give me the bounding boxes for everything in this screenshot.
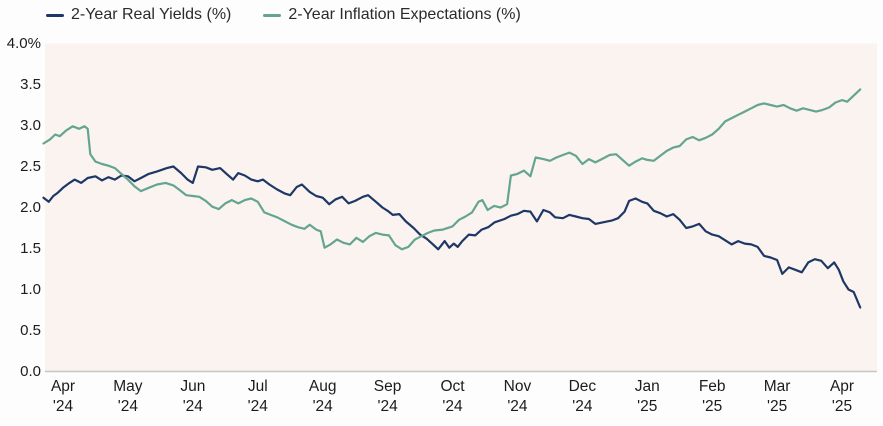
x-tick-month: Jan xyxy=(634,378,660,395)
x-tick-month: Nov xyxy=(503,378,532,395)
x-tick-year: '25 xyxy=(637,398,658,415)
x-tick-label: Jun '24 xyxy=(163,377,223,417)
inflation-expectations-line xyxy=(42,88,862,251)
x-tick-label: Jul '24 xyxy=(228,377,288,417)
x-tick-year: '25 xyxy=(831,398,853,415)
x-tick-month: Dec xyxy=(568,378,597,395)
x-tick-month: Aug xyxy=(308,378,337,395)
x-tick-year: '25 xyxy=(702,398,723,415)
y-tick-label: 3.5 xyxy=(20,75,41,93)
x-tick-label: Mar '25 xyxy=(747,377,807,417)
y-tick-label: 0.5 xyxy=(20,321,41,339)
legend-label-inflation-expectations: 2-Year Inflation Expectations (%) xyxy=(288,6,521,23)
x-tick-label: Dec '24 xyxy=(552,377,612,417)
y-tick-label: 0.0 xyxy=(20,362,41,380)
legend: 2-Year Real Yields (%) 2-Year Inflation … xyxy=(46,6,521,24)
x-tick-month: Apr xyxy=(50,378,76,395)
y-tick-label: 2.5 xyxy=(20,157,41,175)
x-tick-month: Sep xyxy=(373,378,402,395)
x-tick-label: Feb '25 xyxy=(682,377,742,417)
legend-label-real-yields: 2-Year Real Yields (%) xyxy=(71,6,232,23)
x-tick-month: Jul xyxy=(247,378,268,395)
x-tick-label: Apr '25 xyxy=(812,377,872,417)
x-tick-month: May xyxy=(113,378,143,395)
x-tick-month: Mar xyxy=(763,378,791,395)
inflation-expectations-swatch-icon xyxy=(263,13,282,17)
y-tick-label: 4.0% xyxy=(6,34,41,52)
x-tick-month: Oct xyxy=(440,378,465,395)
x-tick-label: Jan '25 xyxy=(617,377,677,417)
x-tick-year: '24 xyxy=(247,398,268,415)
x-tick-label: Oct '24 xyxy=(423,377,483,417)
legend-item-inflation-expectations: 2-Year Inflation Expectations (%) xyxy=(263,6,521,24)
x-tick-month: Feb xyxy=(698,378,726,395)
x-tick-label: Aug '24 xyxy=(293,377,353,417)
x-tick-year: '24 xyxy=(52,398,74,415)
x-tick-year: '24 xyxy=(117,398,138,415)
x-tick-year: '24 xyxy=(572,398,593,415)
x-tick-year: '24 xyxy=(182,398,203,415)
x-tick-year: '24 xyxy=(312,398,333,415)
x-tick-year: '24 xyxy=(442,398,463,415)
real-yields-swatch-icon xyxy=(46,13,64,17)
x-tick-year: '25 xyxy=(767,398,788,415)
plot-area xyxy=(45,43,877,372)
y-tick-label: 1.5 xyxy=(20,239,41,257)
y-tick-label: 3.0 xyxy=(20,116,41,134)
x-tick-label: Sep '24 xyxy=(358,377,418,417)
x-tick-month: Apr xyxy=(829,378,855,395)
x-tick-label: Nov '24 xyxy=(487,377,547,417)
x-tick-label: May '24 xyxy=(98,377,158,417)
x-tick-year: '24 xyxy=(507,398,528,415)
x-tick-year: '24 xyxy=(377,398,398,415)
y-tick-label: 2.0 xyxy=(20,198,41,216)
legend-item-real-yields: 2-Year Real Yields (%) xyxy=(46,6,231,24)
x-tick-label: Apr '24 xyxy=(33,377,93,417)
x-tick-month: Jun xyxy=(180,378,206,395)
real-yields-line xyxy=(42,165,862,309)
y-tick-label: 1.0 xyxy=(20,280,41,298)
